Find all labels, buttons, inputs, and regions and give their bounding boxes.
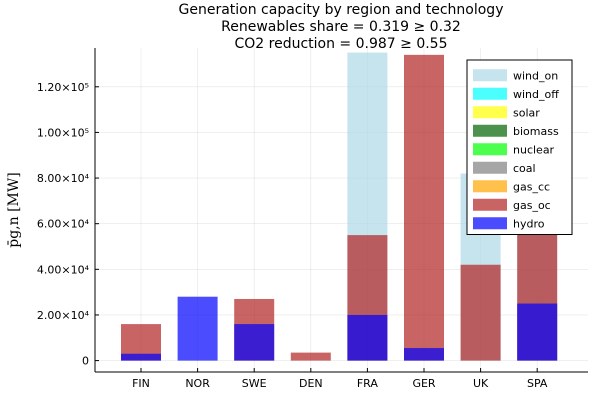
bar-gas-oc-den — [290, 352, 331, 361]
legend-swatch-wind-off — [473, 87, 507, 100]
legend-swatch-nuclear — [473, 143, 507, 156]
y-tick-label-4: 8.00×10⁴ — [37, 172, 90, 185]
chart-title-line-1: Generation capacity by region and techno… — [179, 2, 504, 18]
x-tick-label-swe: SWE — [242, 377, 267, 390]
x-tick-label-fin: FIN — [132, 377, 150, 390]
chart-title: Generation capacity by region and techno… — [179, 2, 504, 52]
y-tick-label-1: 2.00×10⁴ — [37, 309, 90, 322]
bar-hydro-swe — [234, 324, 275, 361]
legend-label-wind-on: wind_on — [513, 69, 558, 82]
y-tick-label-5: 1.00×10⁵ — [37, 126, 89, 139]
legend-label-nuclear: nuclear — [513, 143, 555, 156]
x-tick-label-spa: SPA — [527, 377, 548, 390]
bar-hydro-spa — [517, 303, 558, 361]
bar-gas-oc-ger — [404, 54, 444, 361]
legend-label-biomass: biomass — [513, 125, 559, 138]
legend-label-wind-off: wind_off — [513, 88, 559, 101]
y-axis-label: p̄g,n [MW] — [6, 172, 22, 248]
x-tick-label-fra: FRA — [357, 377, 379, 390]
bars — [121, 52, 558, 361]
legend-swatch-wind-on — [473, 69, 507, 82]
x-tick-label-den: DEN — [299, 377, 323, 390]
legend-label-gas-cc: gas_cc — [513, 180, 550, 193]
legend-swatch-coal — [473, 161, 507, 174]
x-tick-label-nor: NOR — [185, 377, 210, 390]
chart-title-line-3: CO2 reduction = 0.987 ≥ 0.55 — [234, 36, 447, 52]
legend-label-coal: coal — [513, 162, 536, 175]
bar-gas-oc-uk — [460, 264, 501, 361]
bar-hydro-fin — [121, 353, 161, 361]
legend-label-solar: solar — [513, 106, 540, 119]
legend-swatch-gas-oc — [473, 198, 507, 211]
legend-label-gas-oc: gas_oc — [513, 199, 551, 212]
y-tick-label-6: 1.20×10⁵ — [37, 81, 89, 94]
legend-swatch-gas-cc — [473, 180, 507, 193]
y-tick-labels: 0 2.00×10⁴ 4.00×10⁴ 6.00×10⁴ 8.00×10⁴ 1.00×10… — [37, 81, 99, 368]
y-tick-label-0: 0 — [82, 355, 89, 368]
y-tick-label-2: 4.00×10⁴ — [37, 263, 90, 276]
chart-title-line-2: Renewables share = 0.319 ≥ 0.32 — [221, 19, 461, 35]
bar-hydro-fra — [347, 314, 388, 361]
legend-label-hydro: hydro — [513, 217, 545, 230]
y-tick-label-3: 6.00×10⁴ — [37, 218, 90, 231]
bar-hydro-ger — [404, 348, 444, 361]
bar-hydro-nor — [177, 296, 218, 361]
axes — [94, 48, 588, 373]
x-tick-label-ger: GER — [412, 377, 435, 390]
x-tick-labels: FIN NOR SWE DEN FRA GER UK SPA — [132, 368, 548, 390]
legend-swatch-biomass — [473, 124, 507, 137]
legend-swatch-solar — [473, 106, 507, 119]
x-tick-label-uk: UK — [473, 377, 489, 390]
legend-swatch-hydro — [473, 217, 507, 230]
